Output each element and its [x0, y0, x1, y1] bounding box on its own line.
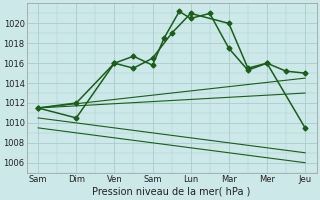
X-axis label: Pression niveau de la mer( hPa ): Pression niveau de la mer( hPa ): [92, 187, 251, 197]
